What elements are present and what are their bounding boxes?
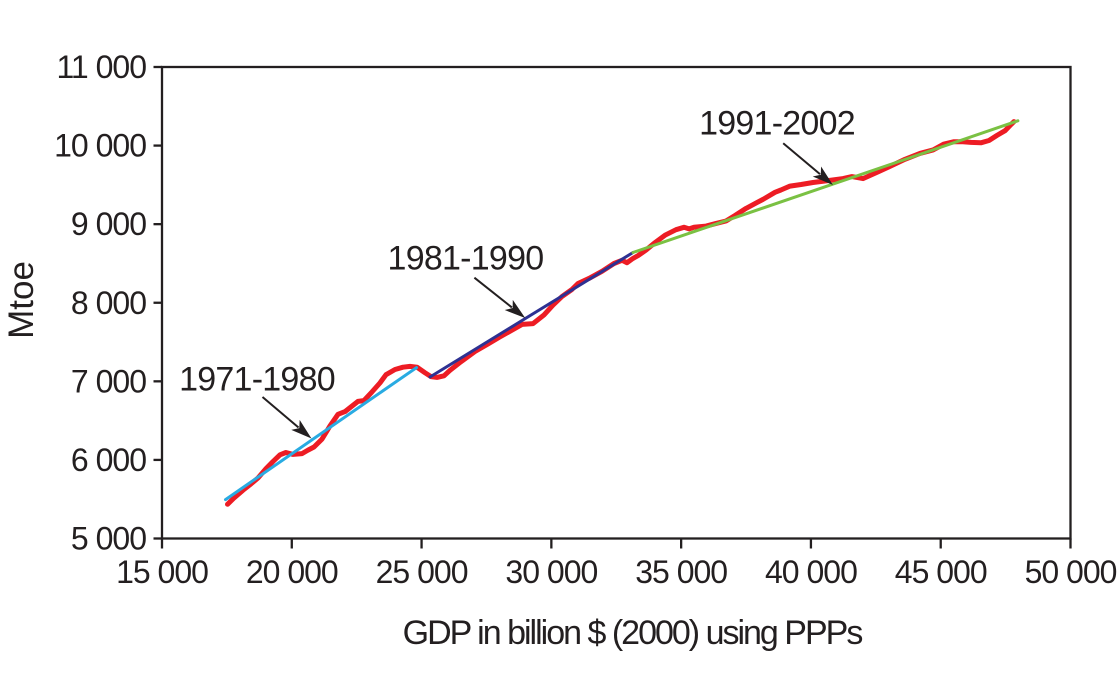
series-trend-1991-2002 xyxy=(631,119,1020,254)
series-trend-1981-1990 xyxy=(428,251,635,379)
y-tick-label: 11 000 xyxy=(57,49,147,85)
y-tick-label: 9 000 xyxy=(71,206,146,242)
x-tick-label: 20 000 xyxy=(246,554,338,590)
x-tick-label: 25 000 xyxy=(376,554,468,590)
annotation-arrow-head xyxy=(812,166,833,186)
x-tick-label: 35 000 xyxy=(635,554,727,590)
annotation-label-1991-2002: 1991-2002 xyxy=(699,104,855,142)
series-world-energy-demand-1971-2002 xyxy=(225,119,1017,507)
y-tick-label: 5 000 xyxy=(71,521,146,557)
y-tick-label: 8 000 xyxy=(71,285,146,321)
plot-area: 5 000 6 000 7 000 8 000 9 000 10 000 11 000 15 … xyxy=(54,49,1118,590)
annotation-arrow-line xyxy=(261,396,300,429)
annotation-arrow-head xyxy=(291,419,312,439)
x-tick-label: 30 000 xyxy=(505,554,597,590)
y-tick-label: 6 000 xyxy=(71,442,146,478)
plot-box xyxy=(160,65,1072,540)
x-tick-label: 50 000 xyxy=(1025,554,1117,590)
annotation-label-1981-1990: 1981-1990 xyxy=(388,239,544,277)
annotation-arrow-line xyxy=(782,142,821,175)
x-tick-label: 15 000 xyxy=(116,554,208,590)
series-lines xyxy=(224,119,1020,507)
annotation-arrow-line xyxy=(473,276,513,309)
annotation-label-1971-1980: 1971-1980 xyxy=(179,361,335,399)
series-trend-1971-1980 xyxy=(224,366,418,502)
x-tick-label: 45 000 xyxy=(895,554,987,590)
x-tick-label: 40 000 xyxy=(765,554,857,590)
y-axis-title: Mtoe xyxy=(2,261,41,339)
x-axis-title: GDP in billion $ (2000) using PPPs xyxy=(403,614,863,652)
annotations: 1971-1980 1981-1990 1991-2002 xyxy=(179,104,856,439)
annotation-arrow-head xyxy=(504,299,526,318)
y-tick-label: 7 000 xyxy=(71,363,146,399)
y-tick-label: 10 000 xyxy=(54,128,146,164)
